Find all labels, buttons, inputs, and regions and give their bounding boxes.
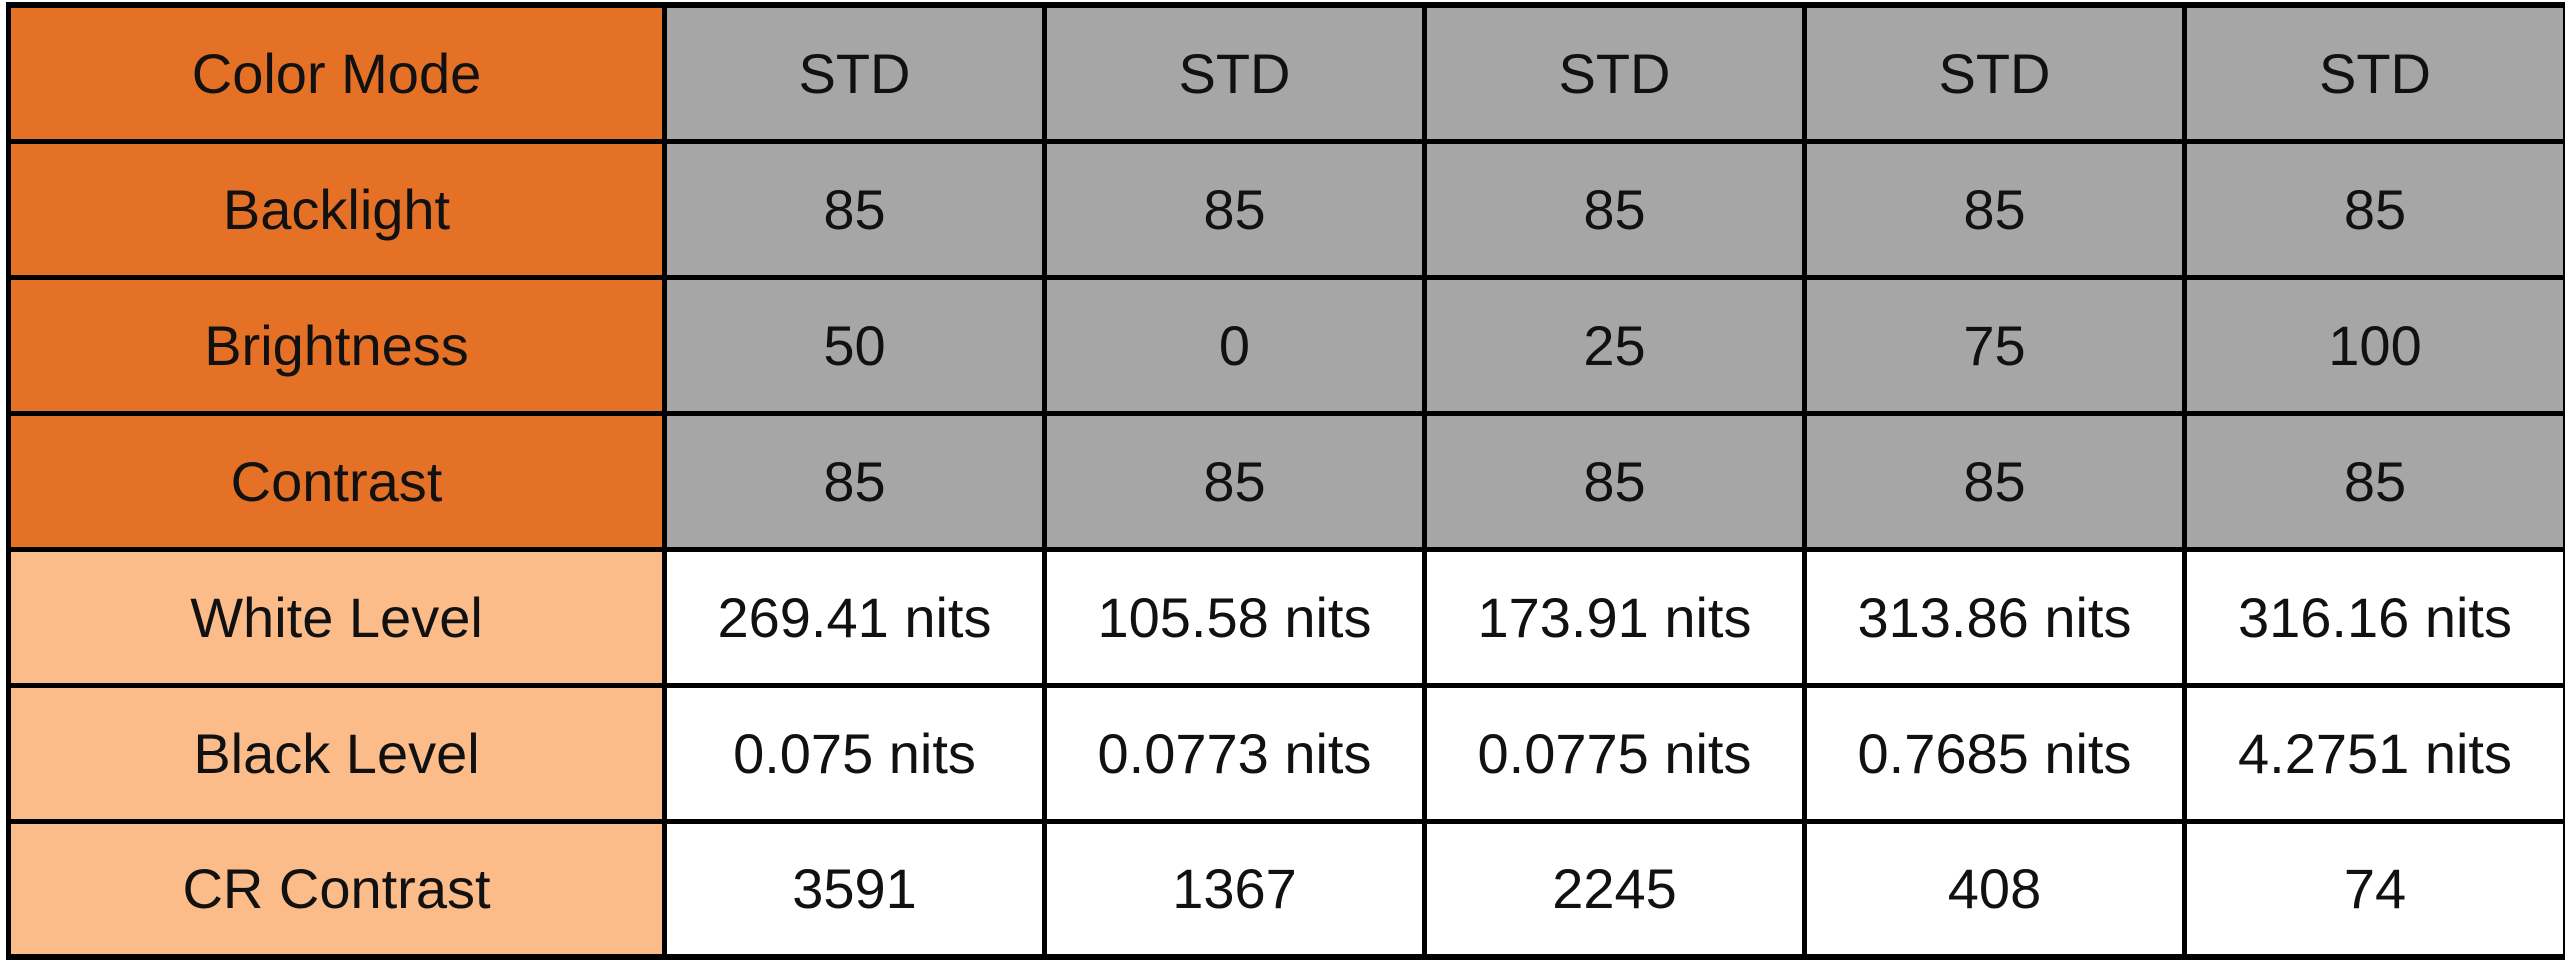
row-label-brightness: Brightness bbox=[6, 274, 667, 416]
row-label-white-level: White Level bbox=[6, 546, 667, 688]
table-cell: STD bbox=[1422, 2, 1807, 144]
row-label-contrast: Contrast bbox=[6, 410, 667, 552]
table-cell: 2245 bbox=[1422, 818, 1807, 960]
table-cell: 0.7685 nits bbox=[1802, 682, 2187, 824]
row-label-cr-contrast: CR Contrast bbox=[6, 818, 667, 960]
table-cell: 3591 bbox=[662, 818, 1047, 960]
table-cell: 85 bbox=[2182, 410, 2565, 552]
table-cell: 0.075 nits bbox=[662, 682, 1047, 824]
table-row-backlight: Backlight 85 85 85 85 85 bbox=[6, 138, 2565, 280]
table-cell: 74 bbox=[2182, 818, 2565, 960]
table-cell: 0.0775 nits bbox=[1422, 682, 1807, 824]
table-cell: 85 bbox=[1422, 138, 1807, 280]
table-cell: STD bbox=[662, 2, 1047, 144]
row-label-backlight: Backlight bbox=[6, 138, 667, 280]
table-cell: 100 bbox=[2182, 274, 2565, 416]
table-row-color-mode: Color Mode STD STD STD STD STD bbox=[6, 2, 2565, 144]
table-cell: 269.41 nits bbox=[662, 546, 1047, 688]
table-cell: 85 bbox=[1042, 410, 1427, 552]
table-cell: STD bbox=[2182, 2, 2565, 144]
table-cell: 85 bbox=[1802, 138, 2187, 280]
table-row-contrast: Contrast 85 85 85 85 85 bbox=[6, 410, 2565, 552]
table-cell: STD bbox=[1042, 2, 1427, 144]
table-row-cr-contrast: CR Contrast 3591 1367 2245 408 74 bbox=[6, 818, 2565, 960]
table-cell: 408 bbox=[1802, 818, 2187, 960]
table-cell: 316.16 nits bbox=[2182, 546, 2565, 688]
table-cell: 105.58 nits bbox=[1042, 546, 1427, 688]
table-cell: 85 bbox=[1802, 410, 2187, 552]
table-cell: 4.2751 nits bbox=[2182, 682, 2565, 824]
table-cell: 1367 bbox=[1042, 818, 1427, 960]
table-cell: 173.91 nits bbox=[1422, 546, 1807, 688]
table-cell: 85 bbox=[662, 138, 1047, 280]
table-cell: 50 bbox=[662, 274, 1047, 416]
measurement-table: Color Mode STD STD STD STD STD Backlight… bbox=[6, 2, 2565, 960]
table-cell: 85 bbox=[2182, 138, 2565, 280]
table-cell: 85 bbox=[1422, 410, 1807, 552]
table-row-brightness: Brightness 50 0 25 75 100 bbox=[6, 274, 2565, 416]
measurement-table-container: Color Mode STD STD STD STD STD Backlight… bbox=[6, 2, 2565, 960]
table-cell: 75 bbox=[1802, 274, 2187, 416]
table-cell: 0.0773 nits bbox=[1042, 682, 1427, 824]
table-cell: 25 bbox=[1422, 274, 1807, 416]
row-label-black-level: Black Level bbox=[6, 682, 667, 824]
table-cell: 85 bbox=[1042, 138, 1427, 280]
table-row-black-level: Black Level 0.075 nits 0.0773 nits 0.077… bbox=[6, 682, 2565, 824]
table-cell: 313.86 nits bbox=[1802, 546, 2187, 688]
table-cell: 85 bbox=[662, 410, 1047, 552]
row-label-color-mode: Color Mode bbox=[6, 2, 667, 144]
table-row-white-level: White Level 269.41 nits 105.58 nits 173.… bbox=[6, 546, 2565, 688]
table-cell: STD bbox=[1802, 2, 2187, 144]
table-cell: 0 bbox=[1042, 274, 1427, 416]
